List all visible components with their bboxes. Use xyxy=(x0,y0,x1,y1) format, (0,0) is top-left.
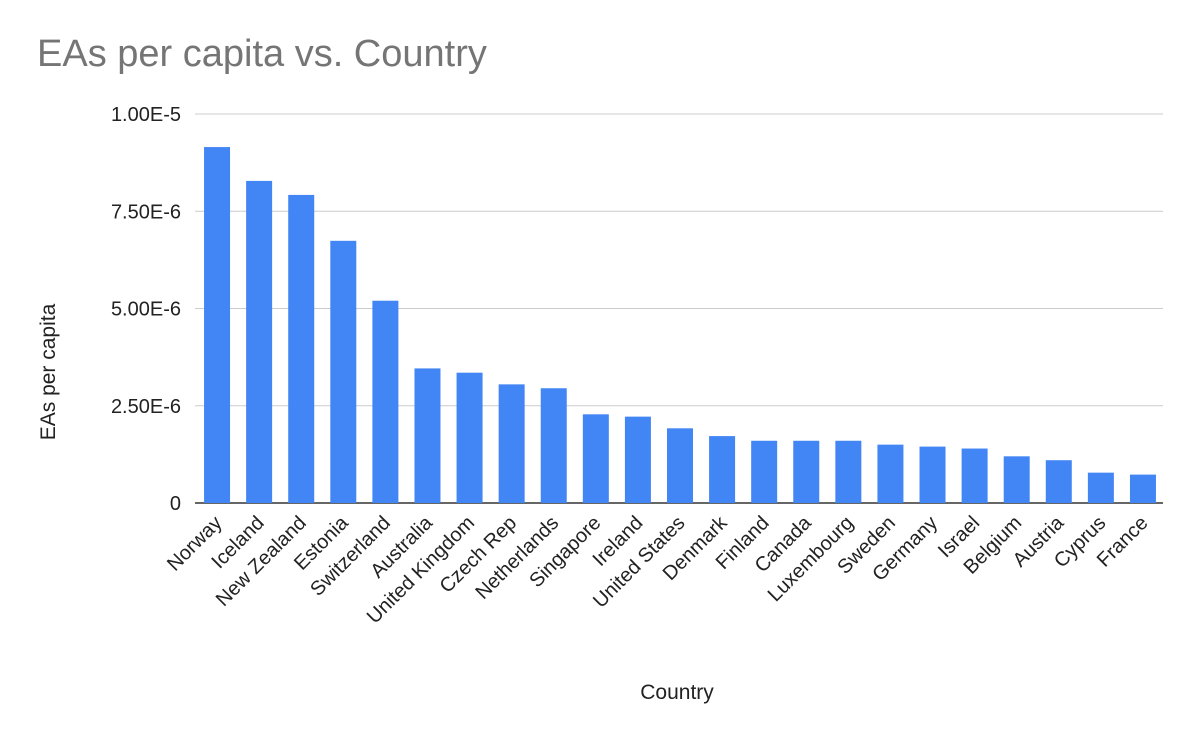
bar xyxy=(540,388,567,503)
y-tick-label: 2.50E-6 xyxy=(111,396,181,418)
bar xyxy=(835,440,862,503)
bar xyxy=(667,428,693,503)
bar xyxy=(751,440,778,503)
bar xyxy=(1003,456,1030,503)
bar xyxy=(414,368,441,503)
bar xyxy=(1045,460,1072,503)
chart-title: EAs per capita vs. Country xyxy=(37,33,487,75)
bar xyxy=(1129,474,1156,503)
y-axis-ticks: 0 2.50E-6 5.00E-6 7.50E-6 1.00E-5 xyxy=(111,104,181,515)
bar xyxy=(961,448,988,503)
bar xyxy=(582,414,609,503)
bar xyxy=(793,440,820,503)
bar xyxy=(204,147,231,503)
bar xyxy=(288,194,315,503)
bar xyxy=(372,300,399,503)
x-axis-title: Country xyxy=(640,681,714,704)
bars xyxy=(204,147,1156,503)
bar xyxy=(919,446,946,503)
bar xyxy=(456,372,483,503)
bar xyxy=(624,416,651,503)
bar xyxy=(330,240,357,503)
bar xyxy=(1087,472,1114,503)
bar xyxy=(498,384,525,503)
y-tick-label: 5.00E-6 xyxy=(111,299,181,321)
y-tick-label: 0 xyxy=(170,493,181,515)
bar xyxy=(709,436,736,503)
y-tick-label: 7.50E-6 xyxy=(111,201,181,223)
y-axis-title: EAs per capita xyxy=(37,303,60,440)
bar xyxy=(246,180,273,503)
y-tick-label: 1.00E-5 xyxy=(111,104,181,126)
bar xyxy=(877,444,904,503)
